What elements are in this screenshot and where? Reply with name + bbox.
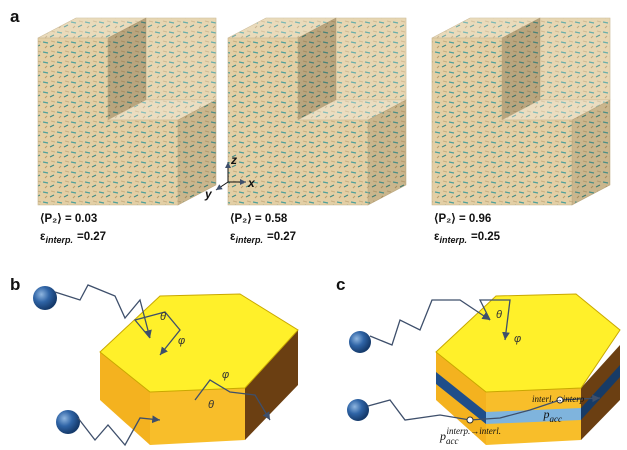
cube [37,17,217,206]
cube-shade [108,100,216,120]
walk [77,415,161,447]
cube-shade [108,18,146,120]
order-parameter: ⟨P₂⟩ = 0.03 [40,212,97,225]
cube-face [37,37,179,206]
cube-shade [368,100,406,205]
hop-site [466,416,474,424]
cube-shade [572,100,610,205]
p-acc-label: paccinterl.→interp [532,394,585,424]
epsilon-label: εinterp. =0.27 [40,231,106,245]
carrier [33,286,57,310]
carrier [349,331,371,353]
crystal-layered [435,293,621,445]
axis-triad: z x y [204,153,256,201]
cube-shade [298,100,406,120]
angle-label: φ [222,369,229,381]
axis-label: x [247,176,256,190]
panel-label: a [10,7,20,26]
epsilon-label: εinterp. =0.25 [434,231,501,245]
cube [431,17,611,206]
p-acc-label: paccinterp.→interl. [439,426,501,446]
axis-label: y [204,187,213,201]
angle-label: φ [178,335,185,347]
panel-label: b [10,275,20,294]
cube [227,17,407,206]
cube-shade [298,18,336,120]
hop-site [556,396,564,404]
panel-label: c [336,275,345,294]
cube-face [227,37,369,206]
angle-label: θ [208,399,214,411]
cube-shade [38,18,146,38]
carrier [347,399,369,421]
epsilon-label: εinterp. =0.27 [230,231,296,245]
cube-shade [502,100,610,120]
order-parameter: ⟨P₂⟩ = 0.96 [434,212,491,225]
cube-shade [178,100,216,205]
angle-label: θ [496,309,502,321]
walk [478,299,511,341]
crystal [99,293,299,445]
angle-label: φ [514,333,521,345]
cube-shade [540,18,610,100]
walk [194,379,271,421]
cube-shade [146,18,216,100]
axis-label: z [230,153,237,167]
cube-shade [336,18,406,100]
cube-shade [432,18,540,38]
walk [54,284,152,339]
order-parameter: ⟨P₂⟩ = 0.58 [230,212,288,225]
cube-shade [502,18,540,120]
walk [369,299,491,346]
cube-shade [228,18,336,38]
cube-face [431,37,573,206]
walk [133,311,181,356]
carrier [56,410,80,434]
angle-label: θ [160,311,166,323]
cubes [37,17,611,206]
